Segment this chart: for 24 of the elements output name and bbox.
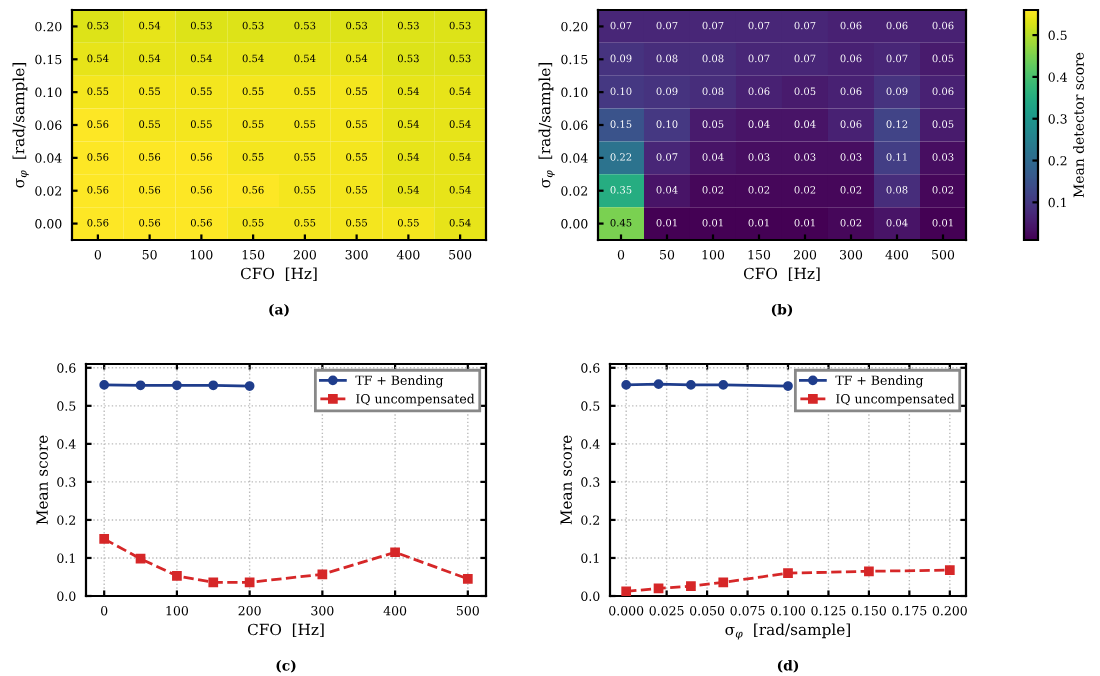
point — [653, 379, 664, 390]
point — [864, 566, 874, 577]
point — [317, 569, 328, 580]
point — [390, 547, 400, 558]
point — [653, 583, 664, 594]
point — [172, 380, 182, 391]
point — [208, 380, 219, 391]
point — [99, 534, 110, 544]
point — [718, 380, 729, 390]
point — [208, 577, 219, 588]
point — [135, 553, 146, 564]
point — [99, 380, 110, 390]
point — [621, 380, 632, 390]
point — [718, 577, 729, 588]
point — [244, 577, 255, 588]
point — [244, 381, 255, 391]
point — [135, 380, 146, 391]
point — [783, 381, 793, 391]
point — [686, 581, 696, 591]
point — [783, 568, 793, 579]
point — [944, 565, 955, 575]
point — [686, 380, 696, 390]
point — [172, 570, 182, 581]
point — [462, 574, 473, 584]
